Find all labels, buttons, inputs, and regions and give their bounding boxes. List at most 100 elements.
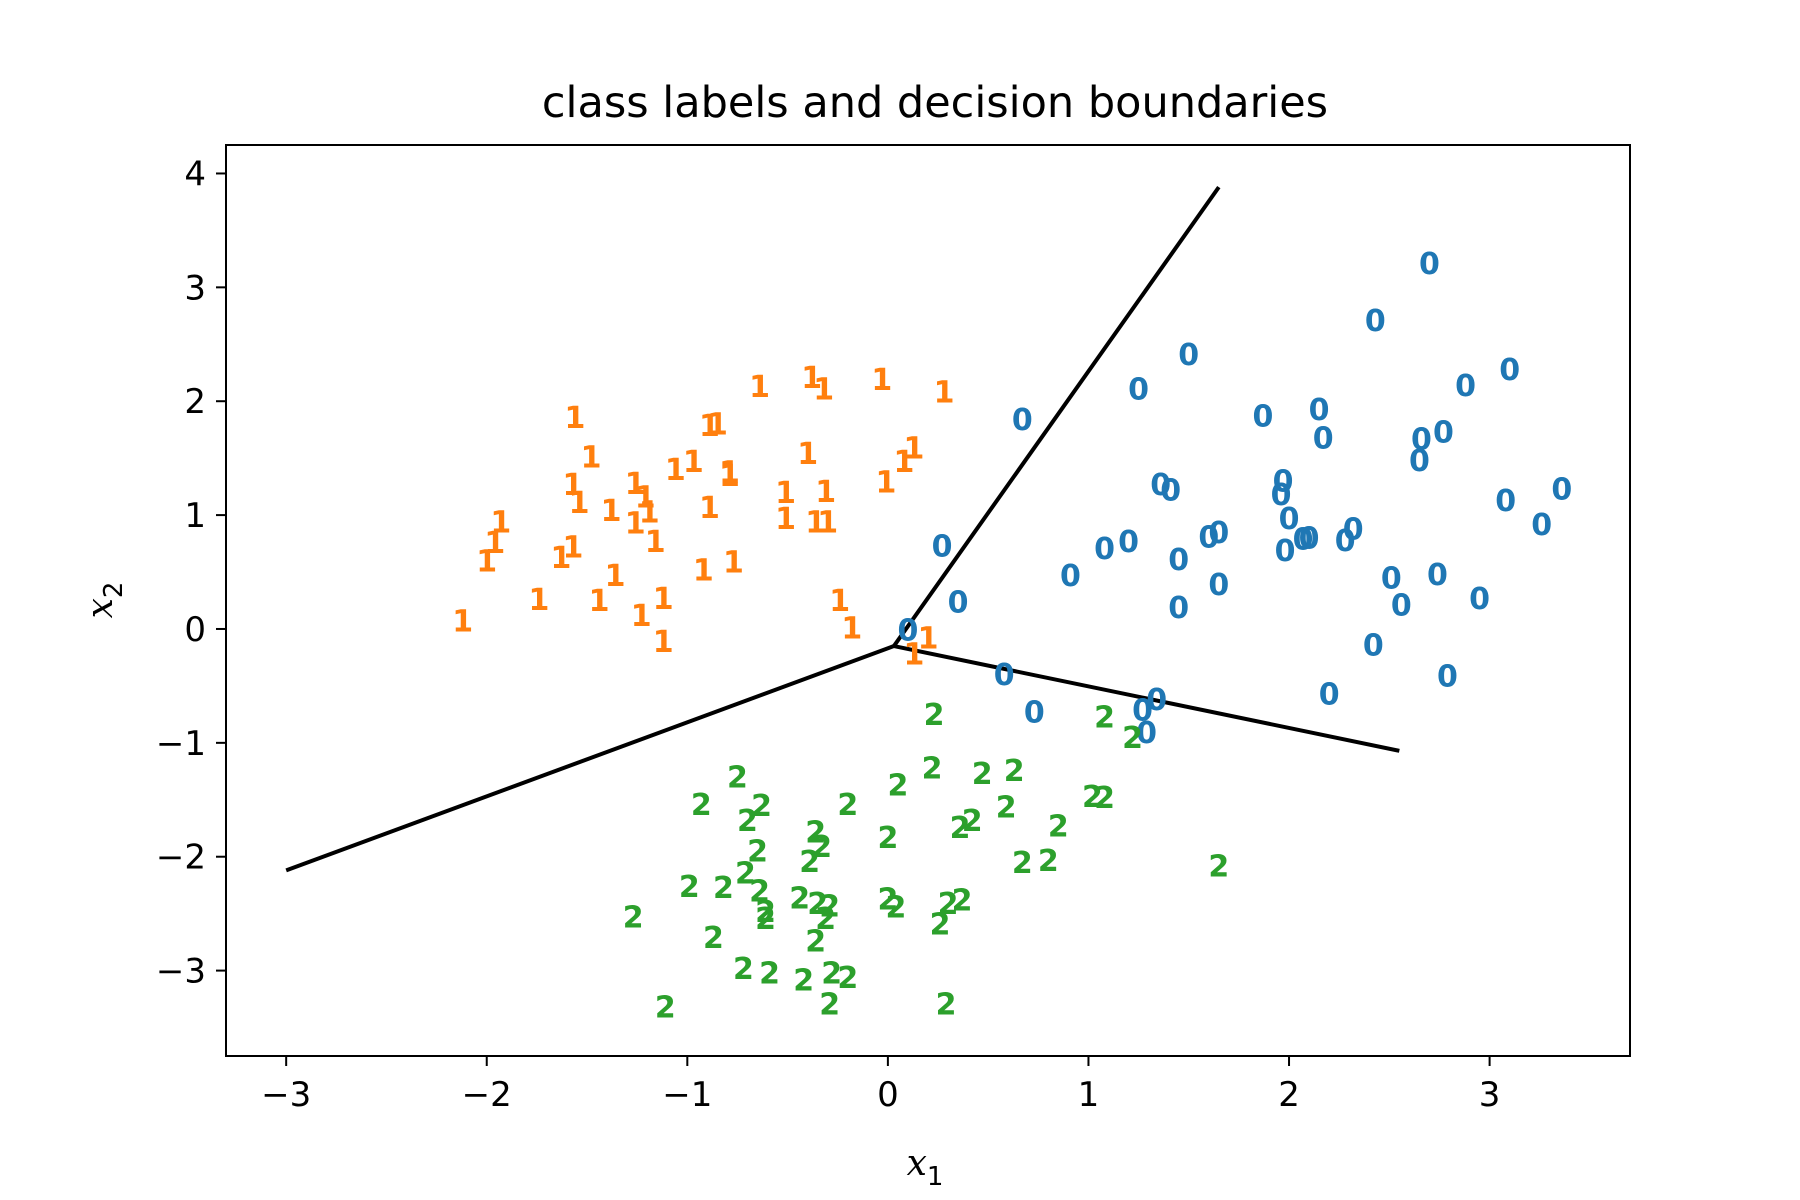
point-class-0: 0 <box>1343 512 1364 547</box>
point-class-0: 0 <box>1168 543 1189 578</box>
point-class-0: 0 <box>1128 372 1149 407</box>
point-class-2: 2 <box>996 790 1017 825</box>
x-axis-label-main: x <box>907 1143 927 1184</box>
point-class-0: 0 <box>1198 520 1219 555</box>
point-class-2: 2 <box>821 957 842 992</box>
point-class-2: 2 <box>691 788 712 823</box>
point-class-1: 1 <box>904 638 925 673</box>
point-class-0: 0 <box>1411 422 1432 457</box>
y-axis-label: x2 <box>80 582 129 619</box>
x-tick-label: 2 <box>1278 1075 1300 1115</box>
point-class-1: 1 <box>653 625 674 660</box>
point-class-0: 0 <box>1531 508 1552 543</box>
x-tick-label: 1 <box>1078 1075 1100 1115</box>
point-class-0: 0 <box>898 614 919 649</box>
point-class-1: 1 <box>841 611 862 646</box>
point-class-2: 2 <box>1208 849 1229 884</box>
point-class-0: 0 <box>1427 558 1448 593</box>
y-axis-ticks: −3 −2 −1 0 1 2 3 4 <box>156 154 226 992</box>
y-tick-label: 0 <box>184 610 206 650</box>
point-class-1: 1 <box>476 544 497 579</box>
point-class-2: 2 <box>735 856 756 891</box>
point-class-2: 2 <box>972 757 993 792</box>
decision-boundary-line <box>893 644 1400 753</box>
point-class-2: 2 <box>1012 846 1033 881</box>
plot-area <box>225 144 1631 1057</box>
point-class-2: 2 <box>1082 780 1103 815</box>
point-class-2: 2 <box>737 804 758 839</box>
point-class-0: 0 <box>1313 421 1334 456</box>
point-class-1: 1 <box>813 372 834 407</box>
point-class-1: 1 <box>699 491 720 526</box>
point-class-0: 0 <box>1309 393 1330 428</box>
point-class-1: 1 <box>569 486 590 521</box>
point-class-0: 0 <box>948 585 969 620</box>
point-class-0: 0 <box>1132 693 1153 728</box>
point-class-2: 2 <box>1094 700 1115 735</box>
point-class-1: 1 <box>817 506 838 541</box>
point-class-1: 1 <box>631 599 652 634</box>
point-class-2: 2 <box>938 887 959 922</box>
point-class-2: 2 <box>799 845 820 880</box>
point-class-0: 0 <box>1012 403 1033 438</box>
point-class-2: 2 <box>713 871 734 906</box>
point-class-1: 1 <box>775 476 796 511</box>
point-class-2: 2 <box>703 921 724 956</box>
point-class-0: 0 <box>1495 484 1516 519</box>
point-class-0: 0 <box>1437 659 1458 694</box>
point-class-0: 0 <box>1160 474 1181 509</box>
point-class-0: 0 <box>1433 416 1454 451</box>
point-class-2: 2 <box>733 952 754 987</box>
point-class-0: 0 <box>1419 247 1440 282</box>
x-tick-label: −3 <box>261 1075 311 1115</box>
point-class-1: 1 <box>797 437 818 472</box>
point-class-0: 0 <box>1299 522 1320 557</box>
point-class-0: 0 <box>1178 338 1199 373</box>
x-tick-label: 3 <box>1479 1075 1501 1115</box>
chart-title: class labels and decision boundaries <box>542 78 1328 128</box>
point-class-1: 1 <box>563 531 584 566</box>
point-class-2: 2 <box>811 830 832 865</box>
y-axis-label-main: x <box>80 598 121 618</box>
point-class-2: 2 <box>727 761 748 796</box>
point-class-2: 2 <box>751 789 772 824</box>
decision-boundaries <box>285 185 1400 873</box>
point-class-1: 1 <box>665 453 686 488</box>
point-class-1: 1 <box>829 584 850 619</box>
point-class-0: 0 <box>1024 696 1045 731</box>
point-class-1: 1 <box>805 506 826 541</box>
point-class-2: 2 <box>885 890 906 925</box>
point-class-1: 1 <box>749 370 770 405</box>
plot-frame <box>225 144 1631 1057</box>
point-class-1: 1 <box>605 559 626 594</box>
point-class-1: 1 <box>563 468 584 503</box>
point-class-0: 0 <box>1335 524 1356 559</box>
point-class-1: 1 <box>625 507 646 542</box>
point-class-2: 2 <box>1038 844 1059 879</box>
point-class-2: 2 <box>755 902 776 937</box>
decision-boundary-line <box>285 644 895 873</box>
point-class-1: 1 <box>528 583 549 618</box>
x-axis-label: x1 <box>907 1143 944 1192</box>
point-class-2: 2 <box>837 961 858 996</box>
point-class-2: 2 <box>1048 810 1069 845</box>
point-class-2: 2 <box>962 804 983 839</box>
point-class-1: 1 <box>484 526 505 561</box>
point-class-0: 0 <box>994 658 1015 693</box>
y-tick-label: 3 <box>184 268 206 308</box>
point-class-2: 2 <box>952 884 973 919</box>
point-class-2: 2 <box>747 835 768 870</box>
point-class-0: 0 <box>1208 516 1229 551</box>
point-class-0: 0 <box>1271 478 1292 513</box>
point-class-2: 2 <box>877 821 898 856</box>
point-class-2: 2 <box>877 882 898 917</box>
point-class-2: 2 <box>789 881 810 916</box>
point-class-1: 1 <box>801 361 822 396</box>
y-tick-label: 4 <box>184 154 206 194</box>
point-class-1: 1 <box>719 455 740 490</box>
point-class-1: 1 <box>490 506 511 541</box>
point-class-1: 1 <box>551 541 572 576</box>
point-class-0: 0 <box>1455 369 1476 404</box>
point-class-2: 2 <box>1004 754 1025 789</box>
